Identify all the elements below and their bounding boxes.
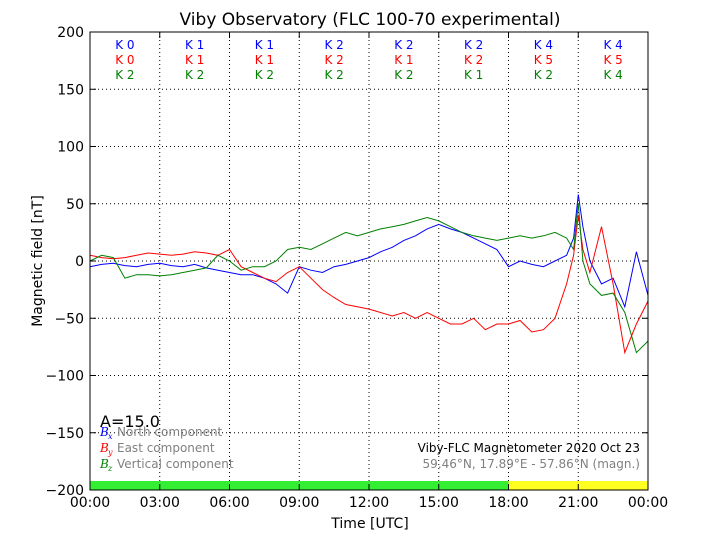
k-index-label: K 4 bbox=[603, 38, 622, 52]
legend-label-y: East component bbox=[117, 441, 215, 455]
k-index-label: K 2 bbox=[534, 68, 553, 82]
y-tick-label: −50 bbox=[54, 311, 84, 327]
legend-subscript-y: y bbox=[107, 448, 113, 457]
plot-axes bbox=[89, 31, 649, 491]
y-tick-label: −100 bbox=[46, 369, 84, 385]
x-tick-label: 21:00 bbox=[558, 495, 598, 511]
k-index-label: K 2 bbox=[394, 38, 413, 52]
x-tick-label: 15:00 bbox=[419, 495, 459, 511]
y-axis-label: Magnetic field [nT] bbox=[30, 195, 46, 327]
y-tick-label: 50 bbox=[66, 197, 84, 213]
data-series bbox=[89, 194, 649, 355]
x-tick-label: 18:00 bbox=[488, 495, 528, 511]
k-index-label: K 5 bbox=[603, 53, 622, 67]
series-line-y bbox=[89, 215, 649, 355]
k-index-label: K 5 bbox=[534, 53, 553, 67]
legend-symbol-y: B bbox=[99, 441, 109, 455]
k-index-label: K 2 bbox=[324, 53, 343, 67]
x-tick-label: 00:00 bbox=[70, 495, 110, 511]
k-index-label: K 2 bbox=[394, 68, 413, 82]
k-index-label: K 2 bbox=[464, 53, 483, 67]
y-tick-label: 200 bbox=[57, 25, 84, 41]
k-index-label: K 1 bbox=[185, 38, 204, 52]
info-coordinates: 59.46°N, 17.89°E - 57.86°N (magn.) bbox=[423, 457, 640, 471]
y-tick-label: 0 bbox=[75, 254, 84, 270]
k-index-label: K 2 bbox=[115, 68, 134, 82]
k-index-label: K 0 bbox=[115, 38, 134, 52]
y-tick-label: −200 bbox=[46, 483, 84, 499]
k-index-label: K 1 bbox=[255, 53, 274, 67]
series-line-z bbox=[89, 203, 649, 354]
k-index-label: K 1 bbox=[464, 68, 483, 82]
legend-label-x: North component bbox=[117, 425, 223, 439]
legend-symbol-z: B bbox=[99, 457, 109, 471]
series-line-x bbox=[89, 194, 649, 309]
k-index-label: K 1 bbox=[255, 38, 274, 52]
k-index-labels: K 0K 0K 2K 1K 1K 2K 1K 1K 2K 2K 2K 2K 2K… bbox=[115, 38, 623, 82]
k-index-label: K 2 bbox=[185, 68, 204, 82]
legend-subscript-z: z bbox=[107, 464, 113, 473]
x-tick-label: 03:00 bbox=[140, 495, 180, 511]
k-index-label: K 1 bbox=[394, 53, 413, 67]
k-index-label: K 2 bbox=[464, 38, 483, 52]
k-index-label: K 2 bbox=[324, 68, 343, 82]
legend-symbol-x: B bbox=[99, 425, 109, 439]
y-tick-label: 150 bbox=[57, 82, 84, 98]
x-tick-label: 09:00 bbox=[279, 495, 319, 511]
k-index-label: K 1 bbox=[185, 53, 204, 67]
k-index-label: K 2 bbox=[255, 68, 274, 82]
info-instrument-date: Viby-FLC Magnetometer 2020 Oct 23 bbox=[418, 441, 640, 455]
legend-label-z: Vertical component bbox=[117, 457, 234, 471]
k-index-label: K 0 bbox=[115, 53, 134, 67]
k-index-label: K 4 bbox=[534, 38, 553, 52]
chart-title: Viby Observatory (FLC 100-70 experimenta… bbox=[180, 10, 561, 30]
x-axis-label: Time [UTC] bbox=[330, 516, 408, 532]
x-tick-label: 00:00 bbox=[628, 495, 668, 511]
amplitude-label: A=15.0 bbox=[100, 412, 160, 431]
x-tick-label: 06:00 bbox=[209, 495, 249, 511]
x-tick-label: 12:00 bbox=[349, 495, 389, 511]
y-tick-label: 100 bbox=[57, 140, 84, 156]
legend-subscript-x: x bbox=[108, 432, 113, 441]
k-index-label: K 4 bbox=[603, 68, 622, 82]
k-index-label: K 2 bbox=[324, 38, 343, 52]
y-tick-label: −150 bbox=[46, 426, 84, 442]
tick-labels: 00:00 03:00 06:00 09:00 12:00 15:00 18:00 21:00… bbox=[46, 25, 669, 511]
